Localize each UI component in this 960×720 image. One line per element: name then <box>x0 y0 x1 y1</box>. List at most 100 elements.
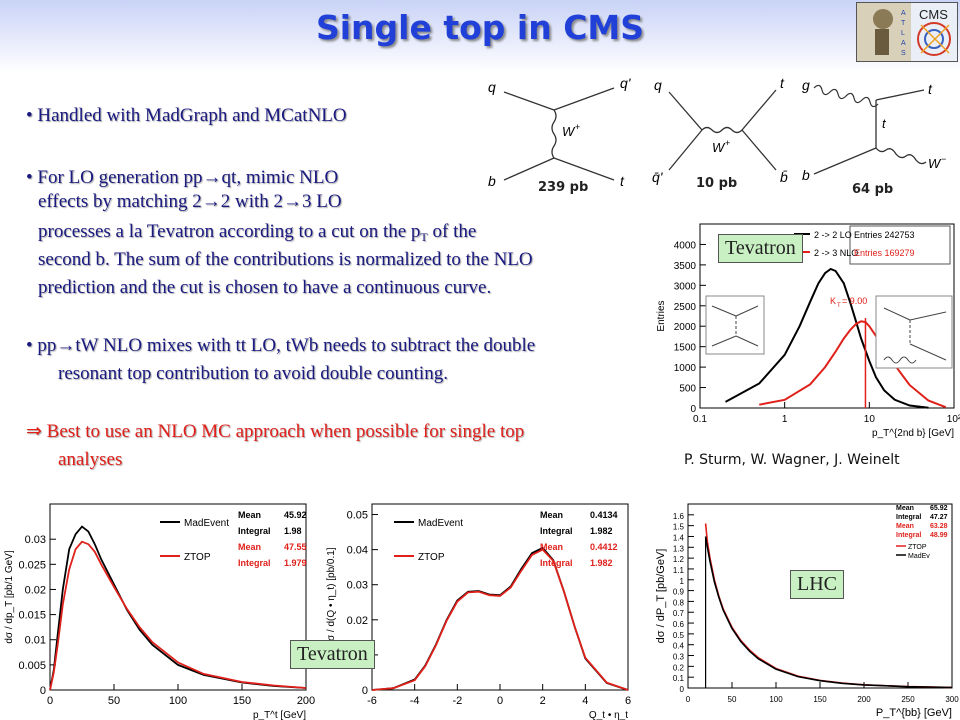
y-tick-label: 0 <box>40 685 46 697</box>
stats-key: Mean <box>540 542 563 552</box>
y-tick-label: 0 <box>690 404 696 415</box>
label-w-sup: + <box>575 122 580 132</box>
xsec-tw: 64 pb <box>852 182 894 197</box>
y-tick-label: 1.4 <box>673 533 685 542</box>
label-t: t <box>620 173 625 189</box>
label-qbar: q̄' <box>652 169 664 185</box>
bullet-lo-generation-line4: second b. The sum of the contributions i… <box>38 249 533 270</box>
stats-value: 1.98 <box>284 526 302 536</box>
stats-key: Mean <box>238 542 261 552</box>
stats-key: Integral <box>896 514 921 521</box>
atlas-letter-a2: A <box>901 40 906 47</box>
pt-top-plot-svg: 0 0.005 0.01 0.015 0.02 0.025 0.03 0 50 100 150 200… <box>4 503 315 720</box>
y-tick-label: 1.5 <box>673 523 685 532</box>
y-tick-label: 2500 <box>674 302 697 313</box>
series-line-2-3-nlo <box>759 320 947 409</box>
y-tick-label: 0.02 <box>347 615 368 627</box>
label-q2: q <box>654 77 662 93</box>
x-axis-label: p_T^t [GeV] <box>253 710 306 720</box>
diagram-s-channel: q t W + q̄' b̄ <box>652 75 788 185</box>
x-tick-label: 250 <box>901 695 915 704</box>
lhc-plot-svg: 0 0.1 0.20.3 0.4 0.5 0.6 0.7 0.80.9 1 1.1 1.2 1.3 1.… <box>655 503 959 719</box>
y-tick-label: 0.015 <box>18 610 46 622</box>
x-tick-label: 2 <box>540 695 546 707</box>
stats-key: Integral <box>540 558 573 568</box>
xsec-s-channel: 10 pb <box>696 176 738 191</box>
stats-value: 47.27 <box>930 514 948 521</box>
stats-value: 1.979 <box>284 558 307 568</box>
inset-left-line <box>735 305 759 317</box>
inset-right-line <box>909 311 947 321</box>
x-axis-label: Q_t • η_t <box>589 710 628 720</box>
feynman-diagrams-svg: q q' W + b t q t W + q̄' b̄ <box>488 75 946 189</box>
x-tick-label: -2 <box>452 695 462 707</box>
label-t3-prop: t <box>882 116 887 131</box>
y-tick-label: 0.1 <box>673 674 685 683</box>
x-tick-label: 0 <box>497 695 503 707</box>
y-tick-label: 0.04 <box>347 545 368 557</box>
label-bbar: b̄ <box>780 169 788 185</box>
y-tick-label: 1 <box>680 577 685 586</box>
y-tick-label: 500 <box>679 384 696 395</box>
cut-label-value: = 9.00 <box>842 296 867 306</box>
legend-madevent: MadEvent <box>184 518 229 529</box>
label-qprime: q' <box>620 75 632 91</box>
y-axis-label: dσ / dp_T [pb/1 GeV] <box>4 550 15 643</box>
pt-top-plot: 0 0.005 0.01 0.015 0.02 0.025 0.03 0 50 100 150 200… <box>0 488 318 720</box>
y-tick-label: 0.03 <box>25 534 46 546</box>
x-tick-label: 150 <box>813 695 827 704</box>
x-axis-label: P_T^{bb} [GeV] <box>876 707 952 719</box>
label-b3: b <box>802 167 810 183</box>
x-tick-label: 300 <box>945 695 959 704</box>
label-w: W <box>562 124 576 139</box>
stats-key: Mean <box>896 505 914 512</box>
author-credit: P. Sturm, W. Wagner, J. Weinelt <box>684 452 900 468</box>
label-w3: W <box>928 156 942 171</box>
cut-label-sub: T <box>837 303 841 309</box>
y-tick-label: 3000 <box>674 281 697 292</box>
xsec-t-channel: 239 pb <box>538 180 589 195</box>
legend-lo: 2 -> 2 LO <box>814 230 852 240</box>
x-tick-label: 10² <box>947 414 960 425</box>
stats-value: 65.92 <box>930 505 948 512</box>
y-tick-label: 1500 <box>674 343 697 354</box>
stats-key: Integral <box>896 532 921 539</box>
atlas-letter-s: S <box>901 50 906 57</box>
y-tick-label: 0.01 <box>25 635 46 647</box>
inset-left-line <box>735 335 759 347</box>
stats-value: 0.4412 <box>590 542 618 552</box>
matching-plot: 0 500 1000 1500 2000 2500 3000 3500 4000 0.1 1 10 10… <box>654 212 960 440</box>
y-tick-label: 0.2 <box>673 663 685 672</box>
y-tick-label: 0.5 <box>673 631 685 640</box>
label-w3-sup: − <box>941 154 946 164</box>
y-tick-label: 2000 <box>674 322 697 333</box>
x-tick-label: 0 <box>686 695 691 704</box>
bullet-tw-nlo-line2: resonant top contribution to avoid doubl… <box>58 363 448 384</box>
x-tick-label: -6 <box>367 695 377 707</box>
y-tick-label: 0.03 <box>347 580 368 592</box>
y-tick-label: 0.4 <box>673 642 685 651</box>
stats-key: Mean <box>238 510 261 520</box>
bullet-lo-generation-line3: processes a la Tevatron according to a c… <box>38 220 476 249</box>
inset-right-line <box>883 307 911 321</box>
stats-key: Integral <box>540 526 573 536</box>
x-tick-label: 150 <box>233 695 251 707</box>
atlas-letter-t: T <box>901 20 906 27</box>
series-line-ztop <box>371 548 629 691</box>
bullet-lo-generation: • For LO generation pp→qt, mimic NLO <box>26 167 339 188</box>
label-lhc: LHC <box>790 570 844 599</box>
inset-right-gluon <box>883 356 917 364</box>
inset-diagram-right <box>875 295 953 369</box>
diagram-tw: g t t b W − <box>802 77 946 183</box>
y-tick-label: 0.9 <box>673 588 685 597</box>
x-tick-label: 10 <box>864 414 876 425</box>
stats-value: 63.28 <box>930 523 948 530</box>
inset-right-line <box>909 343 947 361</box>
y-tick-label: 1.2 <box>673 555 685 564</box>
legend-nlo: 2 -> 3 NLO <box>814 248 858 258</box>
y-tick-label: 0 <box>680 685 685 694</box>
label-w2-sup: + <box>725 138 730 148</box>
label-g: g <box>802 77 810 93</box>
bullet-lo-generation-line5: prediction and the cut is chosen to have… <box>38 277 492 298</box>
y-axis-label: Entries <box>656 300 667 331</box>
